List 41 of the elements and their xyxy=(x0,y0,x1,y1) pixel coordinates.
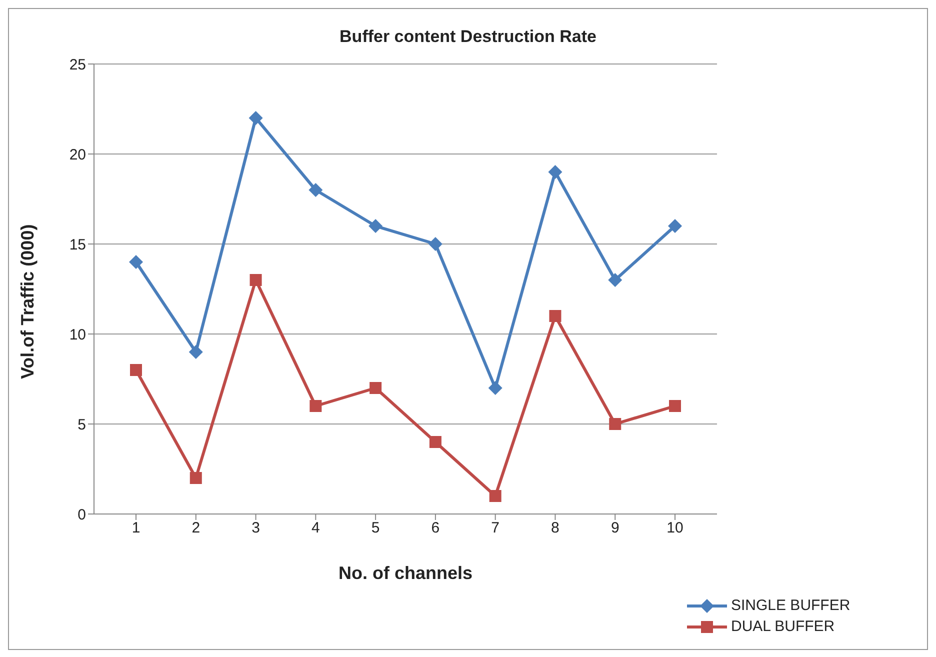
chart-title: Buffer content Destruction Rate xyxy=(338,27,598,47)
point xyxy=(608,273,622,287)
point xyxy=(250,274,262,286)
x-tick-label: 10 xyxy=(666,520,684,537)
x-tick-label: 7 xyxy=(491,520,500,537)
point xyxy=(668,219,682,233)
point xyxy=(188,345,203,359)
x-tick-label: 1 xyxy=(132,520,140,537)
x-tick-label: 9 xyxy=(610,520,620,537)
x-tick-label: 6 xyxy=(431,520,440,537)
point xyxy=(428,237,442,251)
point xyxy=(488,381,502,395)
legend-label: SINGLE BUFFER xyxy=(731,597,850,614)
point xyxy=(489,490,502,502)
point xyxy=(429,436,442,448)
x-axis-title: No. of channels xyxy=(338,563,473,583)
point xyxy=(609,418,622,430)
x-tick-label: 4 xyxy=(311,520,320,537)
x-tick-label: 2 xyxy=(192,520,200,537)
y-tick-label: 5 xyxy=(78,416,86,434)
point xyxy=(310,400,322,412)
point xyxy=(130,364,142,376)
y-axis-title: Vol.of Traffic (000) xyxy=(17,224,38,379)
point xyxy=(190,472,202,484)
point xyxy=(129,255,143,269)
y-tick-label: 15 xyxy=(69,236,86,254)
point xyxy=(368,219,383,233)
point xyxy=(248,111,263,125)
y-tick-label: 25 xyxy=(69,56,86,74)
x-tick-label: 5 xyxy=(371,520,380,537)
point xyxy=(308,183,323,197)
y-tick-label: 10 xyxy=(69,326,86,344)
y-tick-label: 20 xyxy=(69,146,86,164)
y-tick-label: 0 xyxy=(78,506,86,524)
x-tick-label: 8 xyxy=(551,520,560,537)
point xyxy=(549,310,562,322)
point xyxy=(370,382,382,394)
legend-label: DUAL BUFFER xyxy=(731,618,835,635)
point xyxy=(548,165,562,179)
x-tick-label: 3 xyxy=(252,520,260,537)
point xyxy=(669,400,681,412)
